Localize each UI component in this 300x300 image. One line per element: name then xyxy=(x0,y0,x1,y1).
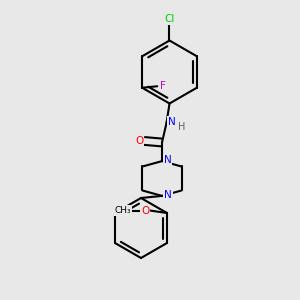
Text: O: O xyxy=(141,206,149,216)
Text: O: O xyxy=(135,136,143,146)
Text: N: N xyxy=(164,154,171,165)
Text: Cl: Cl xyxy=(164,14,175,24)
Text: N: N xyxy=(168,117,176,127)
Text: H: H xyxy=(178,122,185,132)
Text: N: N xyxy=(164,190,172,200)
Text: CH₃: CH₃ xyxy=(114,206,131,215)
Text: F: F xyxy=(160,81,166,91)
